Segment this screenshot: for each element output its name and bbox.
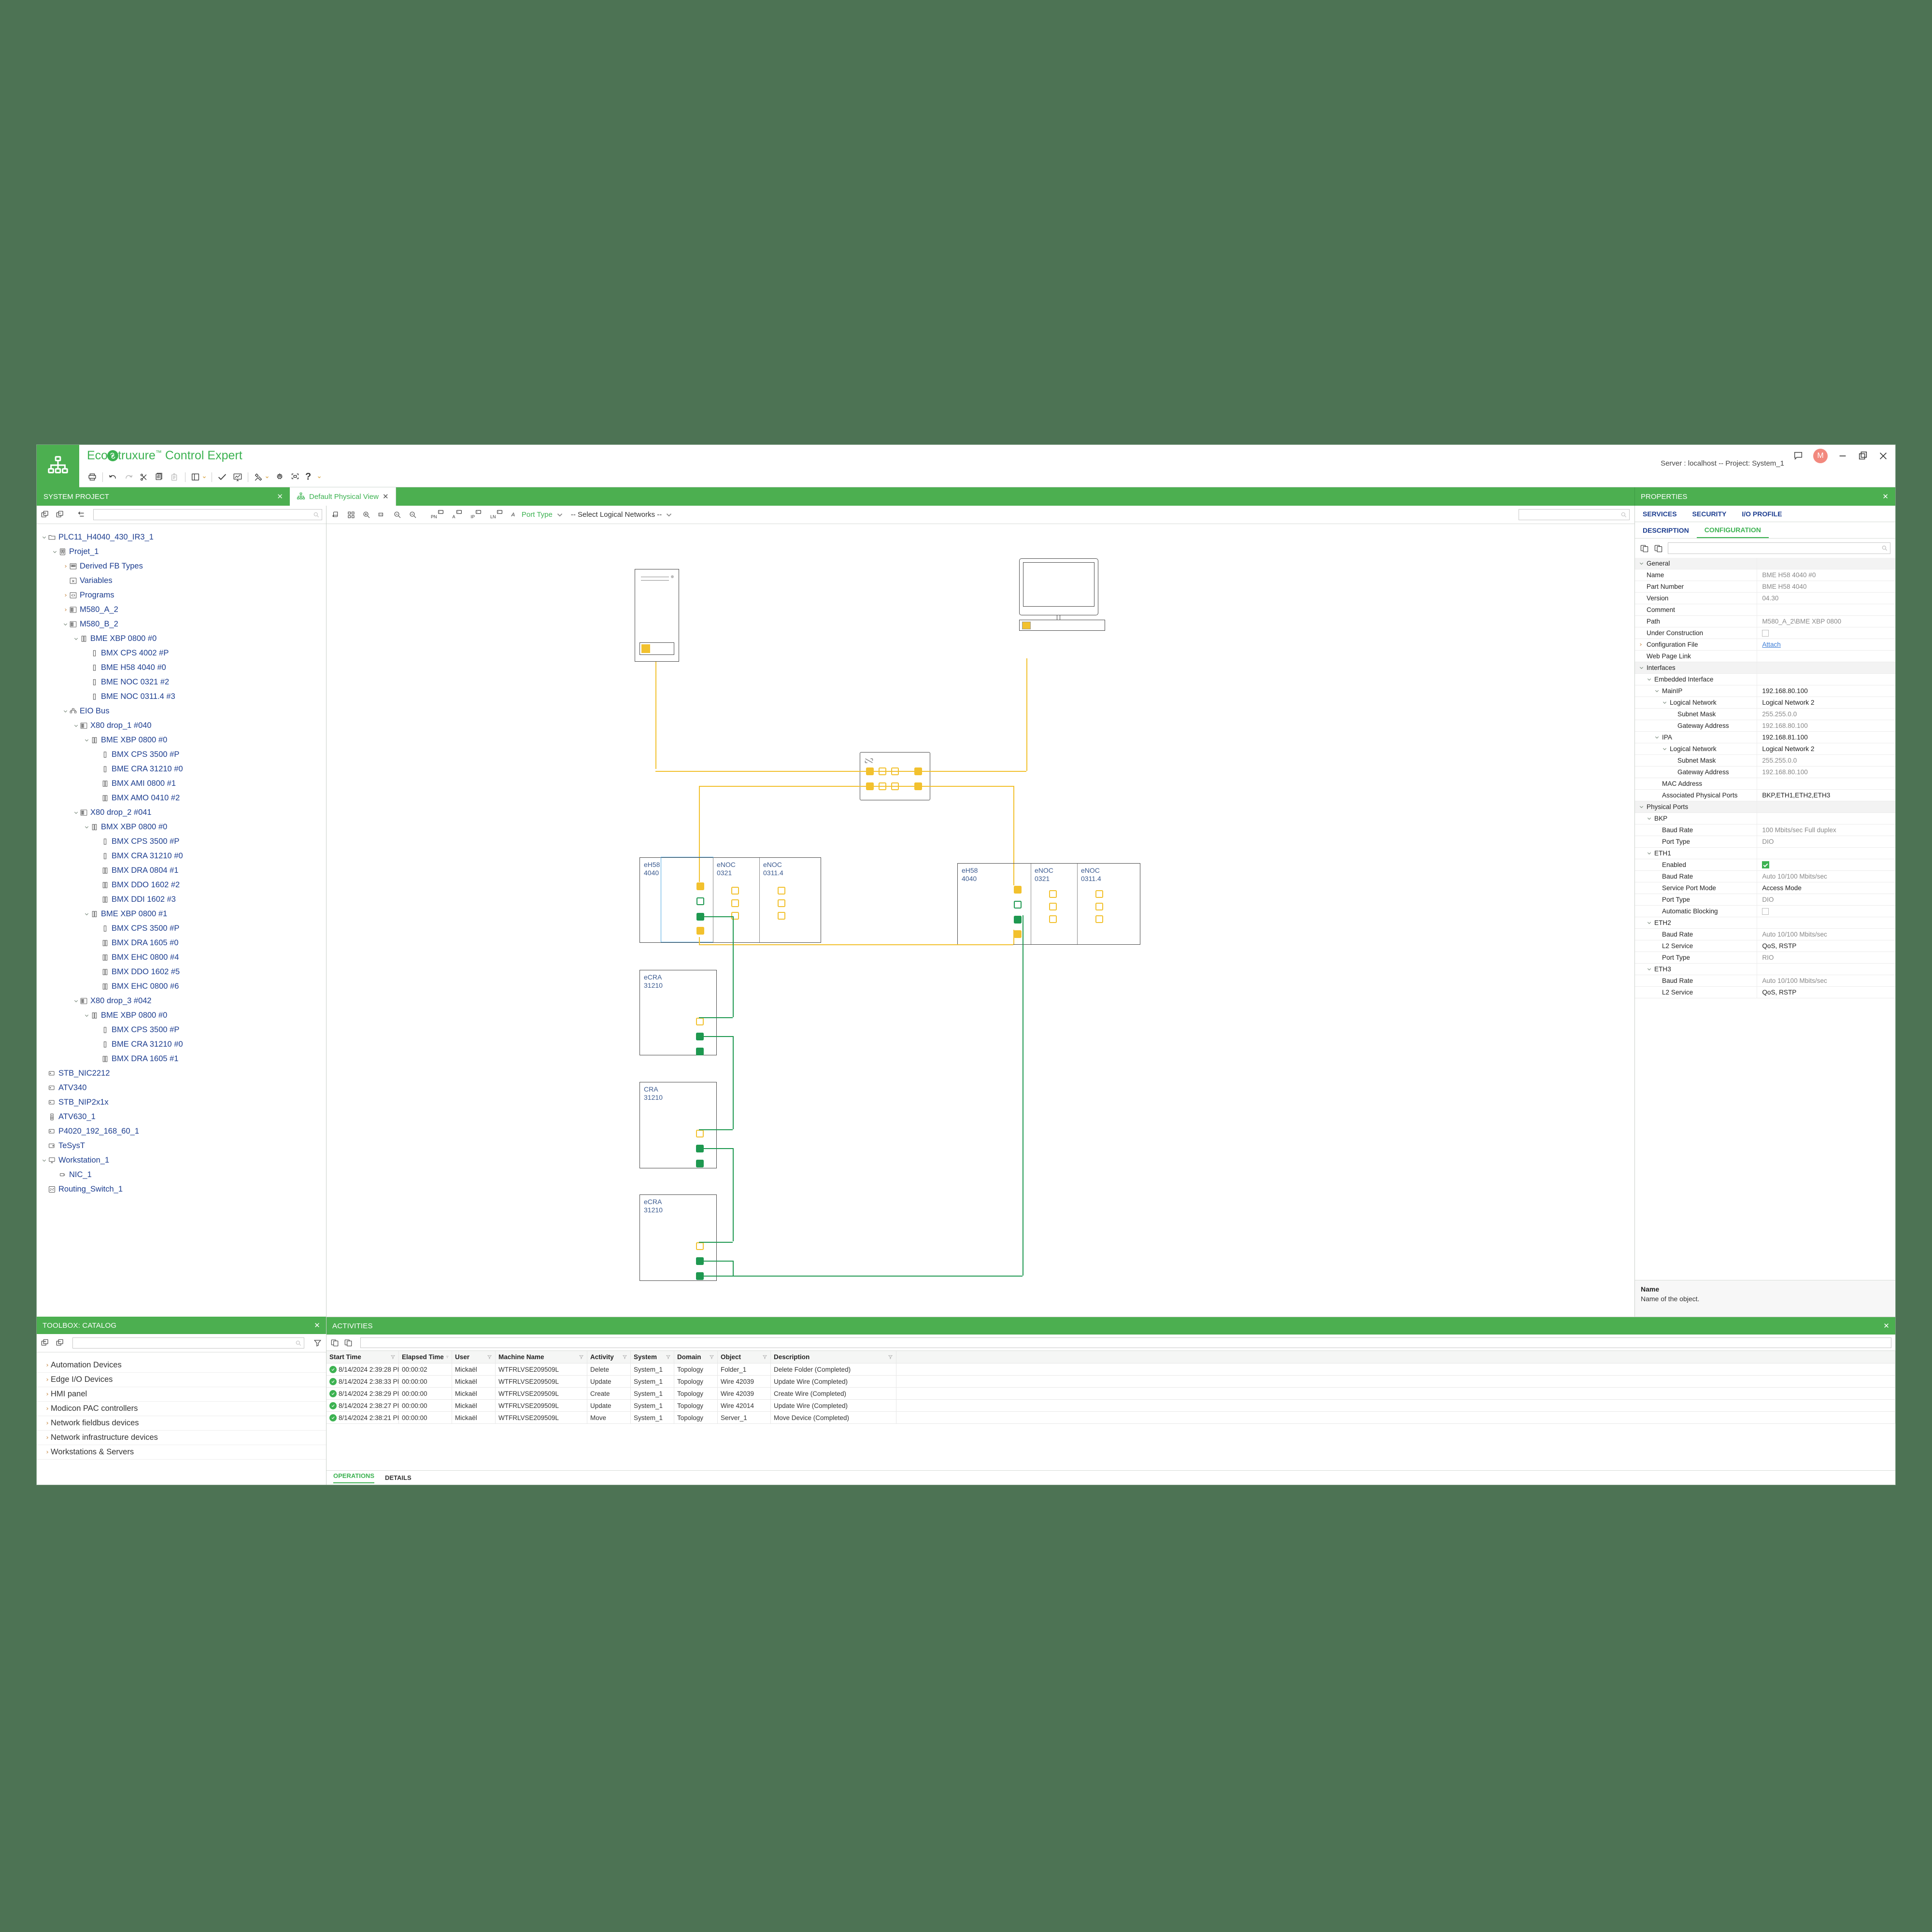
svg-text:1:1: 1:1 xyxy=(379,513,383,515)
